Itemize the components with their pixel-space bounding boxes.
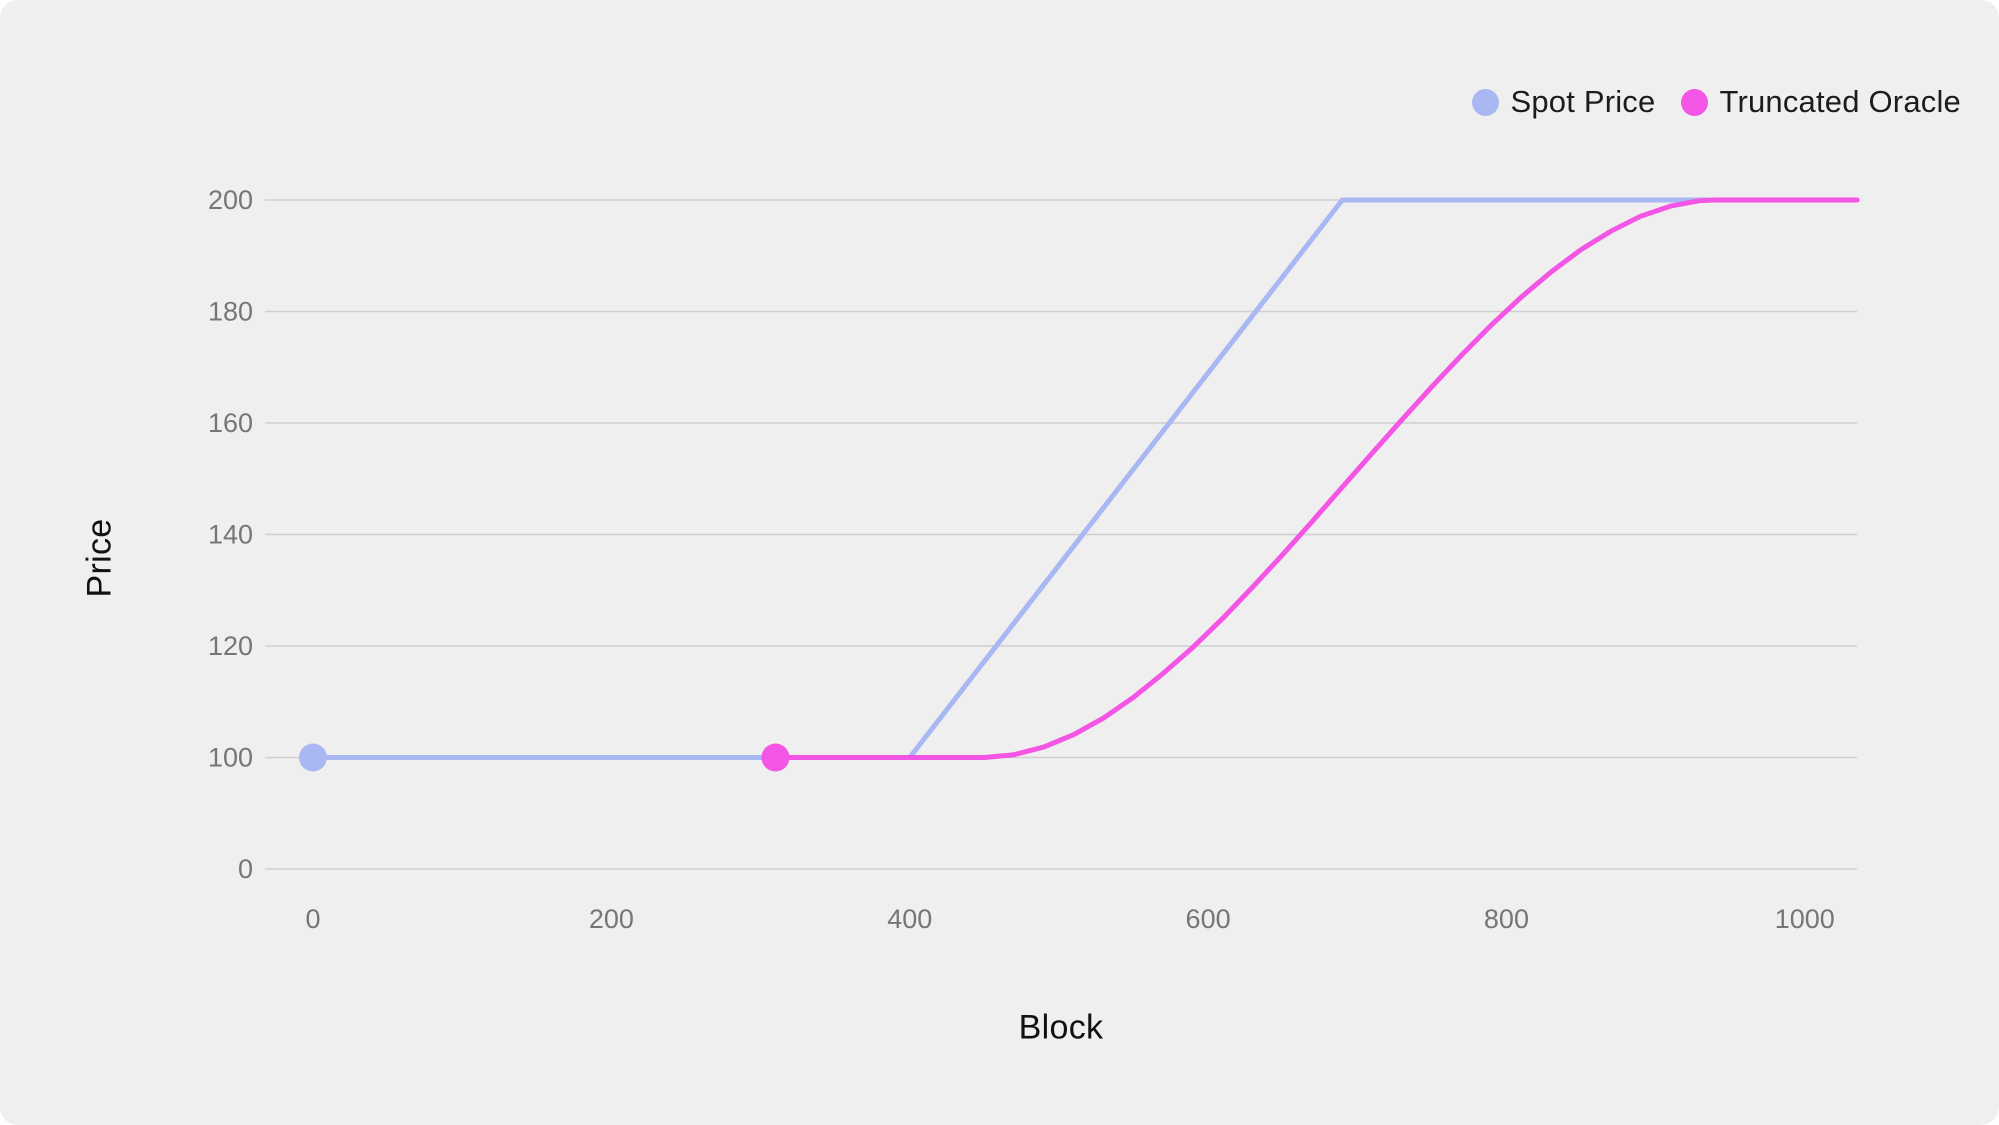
x-tick-label: 400 [887, 904, 932, 934]
x-axis-title: Block [1018, 1008, 1104, 1047]
x-tick-label: 600 [1186, 904, 1231, 934]
chart-legend: Spot Price Truncated Oracle [1472, 84, 1961, 120]
series-start-dot-truncated-oracle [761, 743, 790, 772]
x-tick-label: 800 [1484, 904, 1529, 934]
y-axis-title: Price [80, 518, 119, 598]
x-tick-label: 0 [305, 904, 320, 934]
series-line-truncated-oracle [773, 197, 1860, 760]
series-start-dot-spot-price [299, 743, 327, 772]
y-tick-label: 140 [208, 520, 253, 550]
x-tick-label: 200 [589, 904, 634, 934]
y-tick-label: 180 [208, 297, 253, 327]
y-tick-label: 160 [208, 408, 253, 438]
series-line-spot-price [310, 197, 1860, 760]
x-tick-label: 1000 [1775, 904, 1835, 934]
legend-label: Truncated Oracle [1719, 84, 1961, 119]
spot-price-swatch-icon [1472, 88, 1500, 116]
legend-label: Spot Price [1510, 84, 1656, 119]
y-tick-label: 0 [238, 854, 253, 884]
y-tick-label: 100 [208, 743, 253, 773]
y-tick-label: 120 [208, 631, 253, 661]
legend-item-spot-price: Spot Price [1472, 84, 1655, 120]
legend-item-truncated-oracle: Truncated Oracle [1681, 84, 1961, 120]
truncated-oracle-swatch-icon [1681, 88, 1709, 116]
y-tick-label: 200 [208, 185, 253, 215]
